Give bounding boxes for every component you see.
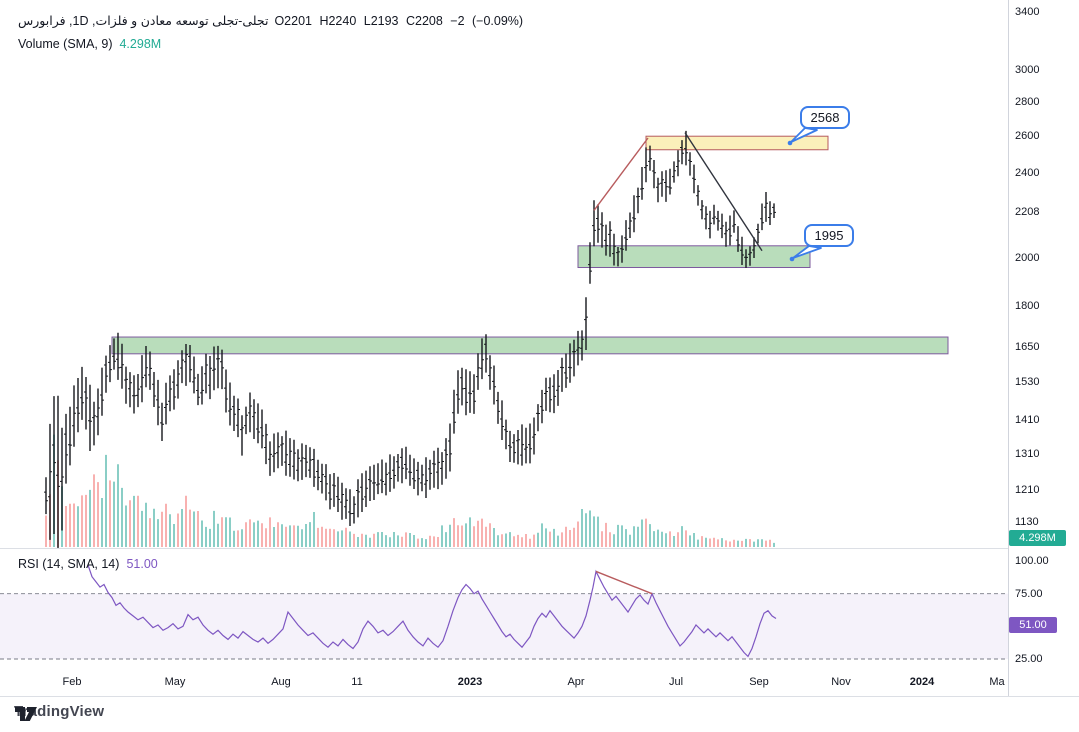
price-scale[interactable]: 4.298M 51.00 3400 3000 2800 2600 2400 2208 200… <box>1008 0 1079 696</box>
time-axis-label: Feb <box>62 676 82 688</box>
time-axis-label: Aug <box>271 676 291 688</box>
symbol-title: تجلی-تجلی توسعه معادن و فلزات, 1D, فرابو… <box>18 14 269 28</box>
price-axis-label: 1800 <box>1015 300 1040 313</box>
rsi-band <box>0 593 1008 659</box>
rsi-divergence-trendline[interactable] <box>595 570 653 595</box>
time-axis-label: 11 <box>351 676 363 688</box>
rsi-axis-label: 25.00 <box>1015 653 1043 665</box>
time-axis-label: Sep <box>749 676 769 688</box>
volume-value-badge: 4.298M <box>1009 530 1066 546</box>
price-chart-pane[interactable] <box>0 0 1008 548</box>
tradingview-attribution[interactable]: TradingView <box>14 703 104 721</box>
support-zone-lower[interactable] <box>111 336 949 355</box>
time-axis-label: Ma <box>989 676 1005 688</box>
symbol-legend-row[interactable]: تجلی-تجلی توسعه معادن و فلزات, 1D, فرابو… <box>18 13 523 29</box>
price-axis-label: 3400 <box>1015 6 1040 18</box>
callout-anchor-dot[interactable] <box>787 140 793 146</box>
rsi-legend-row[interactable]: RSI (14, SMA, 14) 51.00 <box>18 556 158 572</box>
pane-separator-main-rsi[interactable] <box>0 548 1079 549</box>
price-axis-label: 1650 <box>1015 340 1040 353</box>
price-axis-label: 2800 <box>1015 95 1040 108</box>
chart-bottom-border <box>0 696 1079 697</box>
time-axis-label: May <box>164 676 186 688</box>
volume-study-value: 4.298M <box>119 37 162 51</box>
ohlc-values: O2201 H2240 L2193 C2208 −2 (−0.09%) <box>274 14 524 28</box>
rsi-study-value: 51.00 <box>126 557 158 571</box>
rsi-pane[interactable] <box>0 550 1008 670</box>
price-axis-label: 1310 <box>1015 447 1040 460</box>
rsi-study-label: RSI (14, SMA, 14) <box>18 557 120 571</box>
rsi-axis-label: 100.00 <box>1015 555 1049 567</box>
price-axis-label: 2000 <box>1015 251 1040 264</box>
support-zone-upper[interactable] <box>577 245 811 269</box>
tradingview-logo-icon <box>15 707 37 721</box>
time-axis-label: Nov <box>831 676 851 688</box>
volume-study-label: Volume (SMA, 9) <box>18 37 113 51</box>
rsi-line <box>87 564 777 658</box>
rsi-value-badge: 51.00 <box>1009 617 1057 633</box>
volume-legend-row[interactable]: Volume (SMA, 9) 4.298M <box>18 36 161 52</box>
price-axis-label: 2400 <box>1015 167 1040 180</box>
callout-tail <box>792 245 822 259</box>
falling-trendline[interactable] <box>684 132 763 252</box>
time-axis-label: 2024 <box>909 676 935 688</box>
price-bar-ticks <box>44 147 776 515</box>
price-axis-label: 1410 <box>1015 413 1040 426</box>
callout-value: 2568 <box>810 110 840 125</box>
callout-tail <box>790 127 818 143</box>
price-callout-1995[interactable]: 1995 <box>804 224 854 247</box>
price-axis-label: 1130 <box>1015 516 1039 529</box>
time-axis-label: 2023 <box>457 676 483 688</box>
resistance-zone[interactable] <box>645 135 829 151</box>
time-axis-label: Apr <box>567 676 585 688</box>
volume-bars-down <box>45 460 771 547</box>
callout-anchor-dot[interactable] <box>789 256 795 262</box>
price-axis-label: 2208 <box>1015 205 1040 218</box>
callout-value: 1995 <box>814 228 844 243</box>
rising-trendline[interactable] <box>593 137 649 211</box>
price-axis-label: 3000 <box>1015 63 1040 76</box>
price-callout-2568[interactable]: 2568 <box>800 106 850 129</box>
time-scale[interactable]: Feb May Aug 11 2023 Apr Jul Sep Nov 2024 Ma <box>0 670 1079 696</box>
price-axis-label: 1530 <box>1015 375 1040 388</box>
rsi-axis-label: 75.00 <box>1015 587 1043 600</box>
price-axis-label: 1210 <box>1015 484 1040 497</box>
price-axis-label: 2600 <box>1015 130 1040 143</box>
time-axis-label: Jul <box>668 676 684 688</box>
